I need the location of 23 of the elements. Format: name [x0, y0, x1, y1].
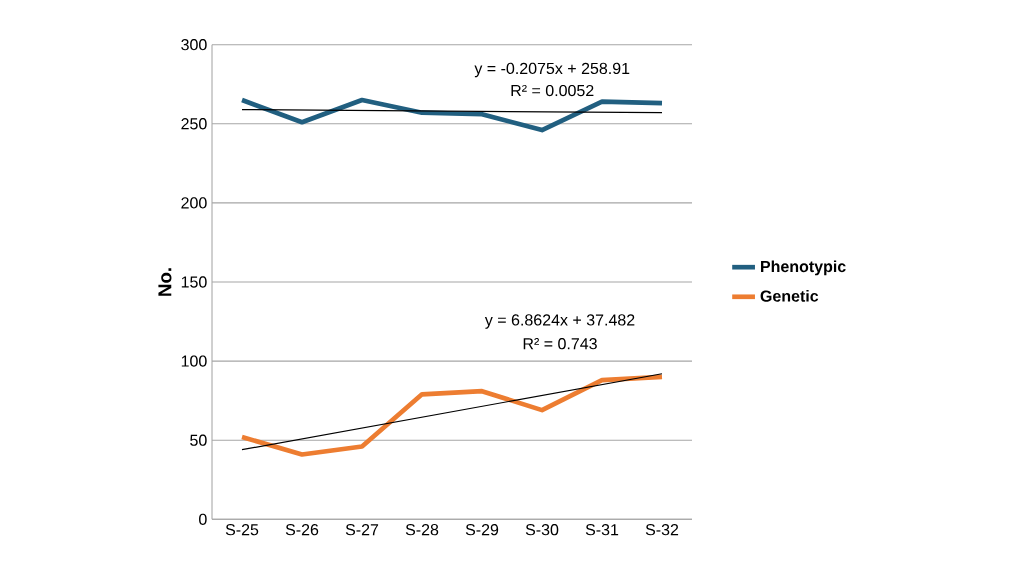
- legend-label: Phenotypic: [761, 260, 846, 276]
- y-tick-label: 50: [190, 434, 207, 446]
- y-axis-title: No.: [158, 268, 172, 296]
- x-tick-label: S-28: [405, 524, 439, 536]
- annotation: R² = 0.0052: [511, 84, 594, 97]
- x-tick-label: S-32: [645, 524, 679, 536]
- line-series: [239, 97, 665, 133]
- y-tick-label: 250: [181, 118, 207, 130]
- y-tick-label: 100: [181, 355, 207, 367]
- x-tick-label: S-30: [525, 524, 559, 536]
- annotation: y = -0.2075x + 258.91: [474, 62, 630, 78]
- annotation: y = 6.8624x + 37.482: [484, 314, 635, 329]
- x-tick-label: S-29: [465, 524, 499, 536]
- y-tick-label: 300: [181, 39, 207, 51]
- x-tick-label: S-31: [585, 524, 619, 536]
- y-tick-label: 150: [181, 276, 207, 288]
- y-tick-label: 0: [199, 513, 207, 525]
- x-tick-label: S-27: [345, 524, 379, 536]
- x-tick-label: S-25: [225, 524, 259, 536]
- annotation: R² = 0.743: [523, 338, 597, 350]
- y-tick-label: 200: [181, 197, 207, 209]
- legend-label: Genetic: [760, 290, 819, 302]
- x-tick-label: S-26: [285, 524, 319, 536]
